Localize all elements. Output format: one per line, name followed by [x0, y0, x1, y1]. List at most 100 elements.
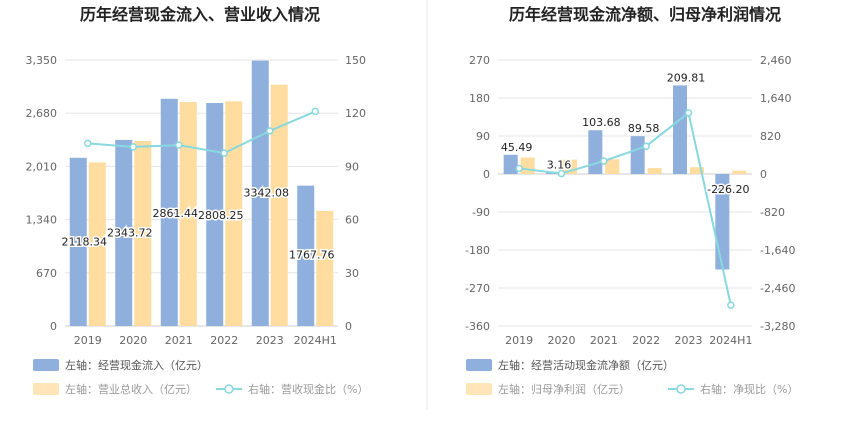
left-tick-label: -180 [465, 244, 490, 257]
ratio-point [129, 143, 137, 151]
data-label: 103.68 [582, 116, 621, 129]
secondary-bar [270, 84, 288, 326]
primary-bar [115, 139, 133, 326]
data-label: 2343.72 [107, 227, 153, 240]
data-label: 45.49 [501, 141, 533, 154]
ratio-point [515, 164, 523, 173]
right-tick-label: -3,280 [760, 320, 795, 333]
right-tick-label: 30 [345, 267, 359, 280]
left-tick-label: 2,010 [26, 160, 58, 173]
legend-label-secondary: 左轴：归母净利润（亿元） [498, 382, 630, 396]
left-tick-label: -90 [472, 206, 490, 219]
primary-bar [503, 154, 518, 174]
data-label: 2861.44 [153, 207, 199, 220]
secondary-bar [179, 102, 197, 326]
primary-bar [69, 157, 87, 326]
primary-bar [588, 130, 603, 174]
ratio-line [519, 111, 732, 306]
primary-bar [297, 185, 315, 326]
secondary-bar [647, 168, 662, 174]
secondary-bar [316, 210, 334, 326]
ratio-point [175, 141, 183, 149]
legend-swatch-secondary [33, 383, 59, 395]
ratio-point [266, 127, 274, 135]
secondary-bar [225, 101, 243, 326]
data-label: 3.16 [547, 159, 572, 172]
x-tick-label: 2023 [256, 334, 284, 347]
legend-label-primary: 左轴：经营现金流入（亿元） [65, 358, 208, 372]
legend-swatch-line-marker [676, 384, 686, 394]
ratio-point [684, 109, 693, 117]
right-tick-label: -820 [760, 206, 785, 219]
data-label: 2118.34 [62, 235, 108, 248]
ratio-line [87, 110, 316, 155]
chart-2: 历年经营现金流净额、归母净利润情况 -360 -270 -180 -90 0 90 180 27… [465, 5, 798, 396]
x-tick-label: 2021 [165, 334, 193, 347]
primary-bar [251, 60, 269, 326]
x-tick-label: 2022 [632, 334, 660, 347]
data-label: 3342.08 [244, 187, 290, 200]
data-label: -226.20 [707, 183, 749, 196]
left-tick-label: -360 [465, 320, 490, 333]
data-label: 209.81 [667, 71, 706, 84]
x-tick-label: 2019 [74, 334, 102, 347]
secondary-bar [134, 140, 152, 326]
data-label: 89.58 [628, 122, 660, 135]
right-tick-label: 1,640 [760, 92, 792, 105]
ratio-point [727, 301, 735, 309]
left-tick-label: 0 [50, 320, 57, 333]
chart-1: 历年经营现金流入、营业收入情况 0 670 1,340 2,010 2,680 3,350 0… [26, 5, 369, 396]
right-tick-label: 0 [760, 168, 767, 181]
primary-bar [630, 136, 645, 174]
ratio-point [84, 139, 92, 148]
secondary-bar [605, 159, 620, 174]
left-tick-label: 270 [469, 54, 490, 67]
legend-swatch-primary [33, 359, 59, 371]
x-tick-label: 2019 [505, 334, 533, 347]
x-tick-label: 2023 [675, 334, 703, 347]
left-tick-label: 90 [476, 130, 490, 143]
left-tick-label: 3,350 [26, 54, 58, 67]
x-tick-label: 2022 [210, 334, 238, 347]
secondary-bar [520, 157, 535, 174]
left-tick-label: 670 [36, 267, 57, 280]
right-tick-label: 60 [345, 214, 359, 227]
primary-bar [160, 98, 178, 326]
ratio-point [600, 157, 608, 165]
left-tick-label: -270 [465, 282, 490, 295]
right-tick-label: 2,460 [760, 54, 792, 67]
secondary-bar [88, 162, 106, 326]
right-tick-label: 0 [345, 320, 352, 333]
ratio-point [311, 107, 319, 116]
ratio-point [557, 169, 566, 178]
right-tick-label: 90 [345, 160, 359, 173]
right-tick-label: 150 [345, 54, 366, 67]
x-tick-label: 2024H1 [294, 334, 337, 347]
chart-title: 历年经营现金流净额、归母净利润情况 [509, 5, 781, 24]
data-label: 2808.25 [198, 209, 244, 222]
legend-swatch-secondary [466, 383, 492, 395]
legend-swatch-primary [466, 359, 492, 371]
primary-bar [715, 174, 730, 270]
secondary-bar [690, 167, 704, 174]
primary-bar [673, 85, 687, 174]
secondary-bar [732, 170, 747, 174]
legend-label-line: 右轴：净现比（%） [700, 382, 798, 396]
legend-label-line: 右轴：营收现金比（%） [248, 382, 368, 396]
ratio-point [220, 149, 228, 157]
x-tick-label: 2024H1 [709, 334, 752, 347]
legend-label-secondary: 左轴：营业总收入（亿元） [65, 382, 197, 396]
right-tick-label: 120 [345, 107, 366, 120]
primary-bar [206, 103, 224, 326]
left-tick-label: 0 [483, 168, 490, 181]
x-tick-label: 2020 [548, 334, 576, 347]
right-tick-label: -1,640 [760, 244, 795, 257]
x-tick-label: 2021 [590, 334, 618, 347]
chart-title: 历年经营现金流入、营业收入情况 [80, 5, 320, 24]
x-tick-label: 2020 [119, 334, 147, 347]
left-tick-label: 1,340 [26, 214, 58, 227]
ratio-point [642, 142, 650, 150]
data-label: 1767.76 [289, 249, 335, 262]
legend-swatch-line-marker [224, 384, 234, 394]
